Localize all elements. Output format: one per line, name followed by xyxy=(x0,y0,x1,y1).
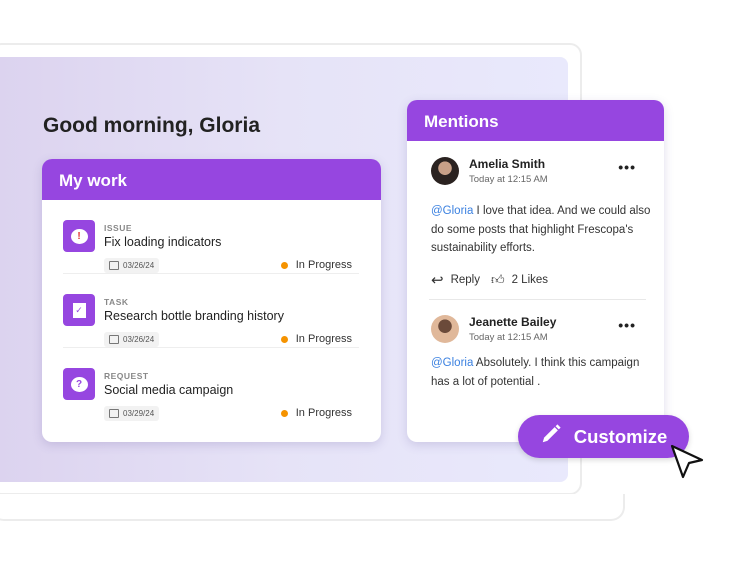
date-text: 03/26/24 xyxy=(123,335,155,344)
item-type: ISSUE xyxy=(104,223,133,233)
comment-body: I love that idea. And we could also do s… xyxy=(431,205,651,254)
comment-actions: ↩ Reply 👍︎ 2 Likes xyxy=(431,271,548,289)
mention-link[interactable]: @Gloria xyxy=(431,357,474,369)
greeting: Good morning, Gloria xyxy=(43,114,260,137)
customize-button[interactable]: Customize xyxy=(518,415,689,458)
work-item[interactable]: ? REQUEST Social media campaign 03/29/24… xyxy=(63,348,359,422)
reply-button[interactable]: Reply xyxy=(450,274,480,286)
status-text: In Progress xyxy=(295,259,352,271)
mentions-card: Mentions Amelia Smith Today at 12:15 AM … xyxy=(407,100,664,442)
date-text: 03/29/24 xyxy=(123,409,155,418)
comment-time: Today at 12:15 AM xyxy=(469,174,548,185)
task-check-icon: ✓ xyxy=(63,294,95,326)
calendar-icon xyxy=(109,409,119,418)
item-type: REQUEST xyxy=(104,371,149,381)
question-bubble-icon: ? xyxy=(63,368,95,400)
divider xyxy=(429,299,646,300)
status-text: In Progress xyxy=(295,333,352,345)
comment: Amelia Smith Today at 12:15 AM ••• @Glor… xyxy=(431,141,650,299)
laptop-base xyxy=(0,494,625,521)
customize-label: Customize xyxy=(573,425,668,447)
alert-bubble-icon: ! xyxy=(63,220,95,252)
work-item[interactable]: ✓ TASK Research bottle branding history … xyxy=(63,274,359,348)
item-date: 03/26/24 xyxy=(104,332,160,347)
mentions-title: Mentions xyxy=(407,100,664,141)
work-item[interactable]: ! ISSUE Fix loading indicators 03/26/24 … xyxy=(63,200,359,274)
mention-link[interactable]: @Gloria xyxy=(431,205,474,217)
item-title: Fix loading indicators xyxy=(104,235,222,249)
comment: Jeanette Bailey Today at 12:15 AM ••• @G… xyxy=(431,299,646,439)
status-text: In Progress xyxy=(295,407,352,419)
comment-text: @Gloria Absolutely. I think this campaig… xyxy=(431,354,651,391)
status-dot-icon xyxy=(280,261,288,269)
my-work-title: My work xyxy=(42,159,381,200)
date-text: 03/26/24 xyxy=(123,261,155,270)
item-status: In Progress xyxy=(280,333,352,345)
pencil-icon xyxy=(540,423,562,450)
item-title: Research bottle branding history xyxy=(104,309,284,323)
more-options-icon[interactable]: ••• xyxy=(618,159,636,175)
item-date: 03/29/24 xyxy=(104,406,160,421)
likes-count: 2 Likes xyxy=(511,274,549,286)
reply-icon[interactable]: ↩ xyxy=(431,272,444,289)
calendar-icon xyxy=(109,335,119,344)
status-dot-icon xyxy=(280,409,288,417)
comment-text: @Gloria I love that idea. And we could a… xyxy=(431,202,651,258)
more-options-icon[interactable]: ••• xyxy=(618,317,636,333)
calendar-icon xyxy=(109,261,119,270)
my-work-card: My work ! ISSUE Fix loading indicators 0… xyxy=(42,159,381,442)
comment-author: Amelia Smith xyxy=(469,157,546,171)
cursor-arrow-icon xyxy=(670,444,704,485)
comment-body: Absolutely. I think this campaign has a … xyxy=(431,357,640,388)
status-dot-icon xyxy=(280,335,288,343)
comment-time: Today at 12:15 AM xyxy=(469,332,548,343)
item-status: In Progress xyxy=(280,259,352,271)
item-date: 03/26/24 xyxy=(104,258,160,273)
thumbs-up-icon[interactable]: 👍︎ xyxy=(490,272,505,287)
comment-author: Jeanette Bailey xyxy=(469,315,557,329)
item-status: In Progress xyxy=(280,407,352,419)
item-title: Social media campaign xyxy=(104,383,234,397)
avatar xyxy=(431,315,459,343)
avatar xyxy=(431,157,459,185)
item-type: TASK xyxy=(104,297,129,307)
